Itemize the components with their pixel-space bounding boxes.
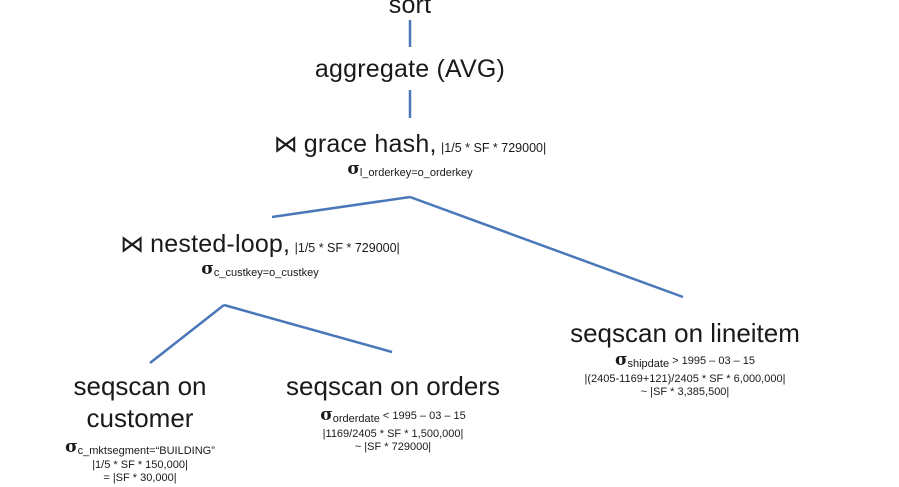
edge-nested-loop-customer [149,304,225,364]
nested-loop-label: nested-loop, [150,230,291,258]
selection-sigma-icon: σ [347,159,360,179]
sort-label: sort [388,0,432,19]
seqscan-orders-detail-2: ~ |SF * 729000| [354,441,432,454]
seqscan-lineitem-node: seqscan on lineitem σshipdate > 1995 – 0… [555,320,815,399]
seqscan-lineitem-detail-2: ~ |SF * 3,385,500| [640,386,730,399]
seqscan-customer-detail-1: |1/5 * SF * 150,000| [92,459,188,471]
seqscan-lineitem-predicate-rest: > 1995 – 03 – 15 [669,355,756,367]
selection-sigma-icon: σ [320,405,333,425]
aggregate-node: aggregate (AVG) [290,57,530,82]
grace-hash-join-node: ⋈ grace hash, |1/5 * SF * 729000| σl_orde… [220,130,600,179]
grace-hash-cardinality: |1/5 * SF * 729000| [441,141,547,155]
seqscan-orders-detail-1: |1169/2405 * SF * 1,500,000| [322,428,464,440]
seqscan-customer-predicate: c_mktsegment=“BUILDING” [77,445,215,457]
nested-loop-join-node: ⋈ nested-loop, |1/5 * SF * 729000| σc_cus… [60,230,460,279]
seqscan-orders-predicate-rest: < 1995 – 03 – 15 [379,410,466,422]
sort-node: sort [360,0,460,18]
seqscan-lineitem-detail-1: |(2405-1169+121)/2405 * SF * 6,000,000| [584,373,786,385]
edge-grace-hash-nested-loop [271,195,411,219]
seqscan-customer-label-line1: seqscan on [73,371,207,401]
nested-loop-predicate: c_custkey=o_custkey [213,267,319,279]
selection-sigma-icon: σ [614,350,628,370]
seqscan-customer-label-line2: customer [86,403,194,433]
grace-hash-label: grace hash, [303,130,437,158]
seqscan-lineitem-label: seqscan on lineitem [570,318,800,348]
aggregate-label: aggregate (AVG) [314,55,506,83]
seqscan-orders-node: seqscan on orders σorderdate < 1995 – 03… [268,373,518,454]
seqscan-customer-node: seqscan on customer σc_mktsegment=“BUILD… [30,373,250,485]
grace-hash-predicate: l_orderkey=o_orderkey [359,167,473,179]
edge-nested-loop-orders [223,303,393,354]
seqscan-orders-label: seqscan on orders [286,371,500,401]
join-bowtie-icon: ⋈ [120,231,145,258]
seqscan-orders-predicate: orderdate [332,413,380,425]
join-bowtie-icon: ⋈ [273,131,298,158]
seqscan-customer-detail-2: = |SF * 30,000| [103,472,177,485]
selection-sigma-icon: σ [201,259,214,279]
nested-loop-cardinality: |1/5 * SF * 729000| [294,241,400,255]
edge-grace-hash-lineitem [409,195,684,299]
seqscan-lineitem-predicate: shipdate [627,358,670,370]
selection-sigma-icon: σ [65,437,78,457]
